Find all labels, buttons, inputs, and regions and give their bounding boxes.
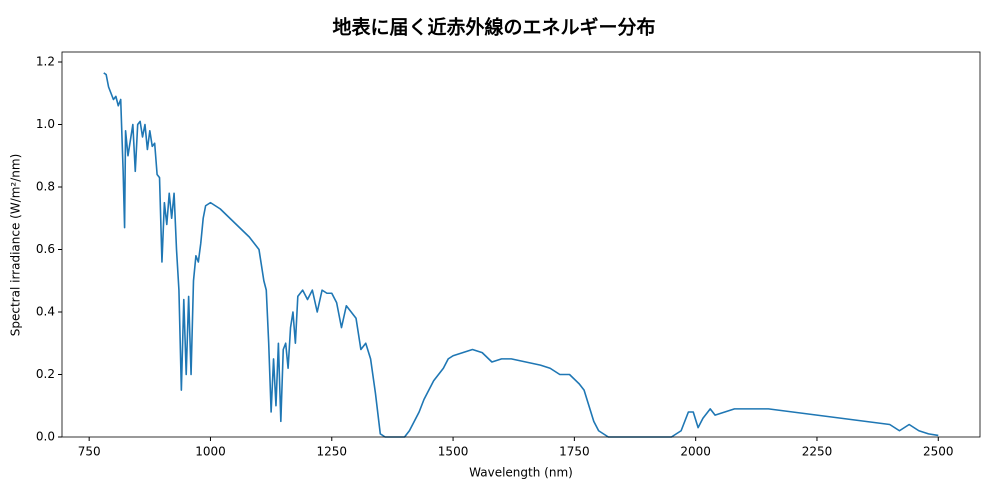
x-tick-label: 1500 — [438, 445, 469, 459]
y-tick-label: 1.0 — [36, 117, 55, 131]
x-axis-label: Wavelength (nm) — [469, 466, 573, 480]
x-tick-label: 2500 — [923, 445, 954, 459]
y-axis-label: Spectral irradiance (W/m²/nm) — [9, 154, 23, 337]
y-tick-label: 0.2 — [36, 367, 55, 381]
x-tick-label: 1000 — [195, 445, 226, 459]
y-tick-label: 0.0 — [36, 430, 55, 444]
x-tick-label: 2250 — [802, 445, 833, 459]
y-tick-label: 1.2 — [36, 55, 55, 69]
y-tick-label: 0.6 — [36, 242, 55, 256]
x-tick-label: 1750 — [559, 445, 590, 459]
y-tick-label: 0.8 — [36, 180, 55, 194]
plot-frame — [61, 51, 981, 438]
x-tick-label: 2000 — [680, 445, 711, 459]
data-line — [103, 72, 939, 438]
chart-title: 地表に届く近赤外線のエネルギー分布 — [332, 16, 655, 39]
x-tick-label: 1250 — [316, 445, 347, 459]
y-tick-label: 0.4 — [36, 305, 55, 319]
x-tick-label: 750 — [78, 445, 101, 459]
